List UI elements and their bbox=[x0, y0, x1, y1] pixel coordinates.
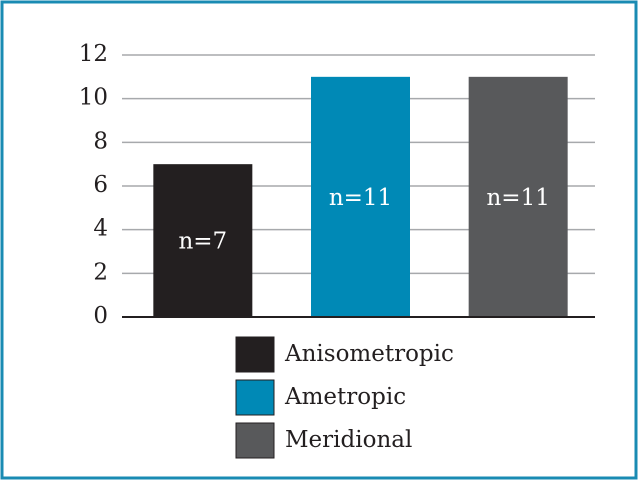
y-tick-label: 12 bbox=[79, 41, 108, 67]
y-tick-label: 10 bbox=[79, 85, 108, 111]
data-label: n=11 bbox=[329, 185, 392, 211]
legend-swatch bbox=[235, 422, 275, 459]
y-tick-label: 4 bbox=[93, 216, 108, 242]
y-tick-label: 6 bbox=[93, 172, 108, 198]
legend-label: Meridional bbox=[285, 427, 412, 453]
legend-swatch bbox=[235, 379, 275, 416]
y-tick-label: 2 bbox=[93, 259, 108, 285]
legend-swatch bbox=[235, 336, 275, 373]
bar bbox=[311, 76, 410, 317]
legend-label: Anisometropic bbox=[284, 341, 454, 367]
legend-label: Ametropic bbox=[284, 384, 406, 410]
bar bbox=[153, 164, 253, 317]
bar bbox=[468, 76, 568, 317]
data-label: n=11 bbox=[486, 185, 549, 211]
y-tick-label: 0 bbox=[93, 303, 108, 329]
y-tick-label: 8 bbox=[93, 128, 108, 154]
data-label: n=7 bbox=[178, 229, 227, 255]
